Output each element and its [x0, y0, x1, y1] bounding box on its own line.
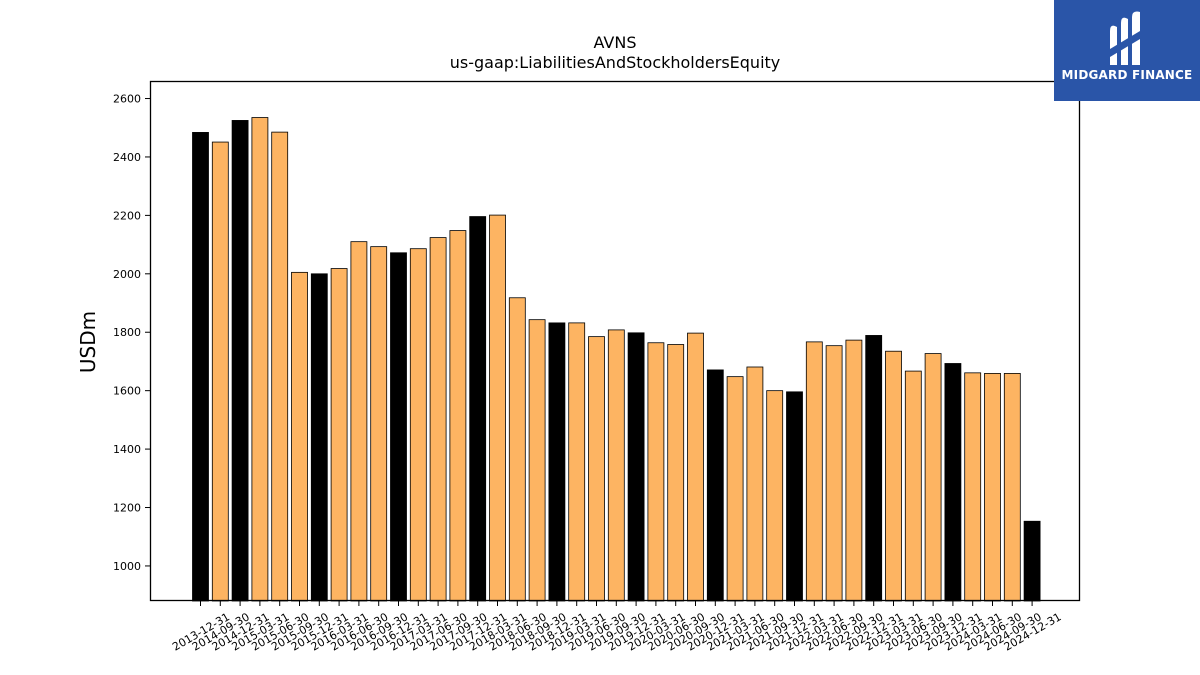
y-axis-label: USDm	[76, 311, 100, 373]
y-tick-label: 2000	[113, 268, 141, 281]
bars-group	[192, 117, 1041, 602]
y-tick-label: 1000	[113, 560, 141, 573]
bar-2021-09-30	[766, 390, 784, 602]
bar-2018-03-31	[489, 214, 506, 602]
bar-2019-09-30	[607, 329, 625, 602]
bar-2018-06-30	[508, 297, 526, 602]
chart-title: AVNS	[594, 33, 637, 52]
bar-2023-06-30	[904, 370, 922, 602]
bar-2024-09-30	[1003, 373, 1021, 602]
y-tick-label: 2400	[113, 151, 141, 164]
bar-2022-09-30	[845, 339, 863, 602]
bar-2020-03-31	[647, 342, 665, 602]
bar-2019-06-30	[588, 336, 605, 602]
y-axis-ticks: 1000 1200 1400 1600 1800 2000 2200 2400 2600	[113, 93, 150, 573]
bar-2017-06-30	[429, 237, 447, 602]
y-tick-label: 2600	[113, 93, 141, 106]
bar-2023-12-31	[944, 363, 962, 602]
midgard-m-logo-icon	[1110, 11, 1140, 66]
bar-2017-12-31	[469, 216, 487, 602]
bar-2022-06-30	[825, 345, 843, 602]
bar-2015-06-30	[271, 131, 289, 602]
bar-2020-09-30	[687, 332, 704, 602]
bar-2024-06-30	[984, 373, 1001, 602]
bar-2024-12-31	[1023, 520, 1041, 602]
y-tick-label: 2200	[113, 209, 141, 222]
midgard-finance-logo: MIDGARD FINANCE	[1054, 0, 1200, 101]
bar-2019-12-31	[627, 332, 645, 602]
logo-text: MIDGARD FINANCE	[1061, 68, 1193, 82]
bar-2024-03-31	[964, 372, 982, 602]
x-axis-ticks: 2013-12-312014-09-302014-12-312015-03-31…	[170, 601, 1064, 654]
bar-2014-09-30	[211, 141, 229, 602]
bar-2014-12-31	[231, 120, 249, 602]
bar-2023-09-30	[924, 353, 942, 602]
y-tick-label: 1800	[113, 326, 141, 339]
y-tick-label: 1400	[113, 443, 141, 456]
bar-2016-06-30	[350, 241, 368, 602]
bar-2018-09-30	[528, 319, 546, 602]
bar-2020-06-30	[667, 344, 685, 602]
bar-2016-09-30	[370, 246, 388, 602]
y-tick-label: 1600	[113, 385, 141, 398]
bar-2015-03-31	[251, 117, 269, 602]
bar-2016-03-31	[330, 268, 348, 602]
bar-2016-12-31	[390, 252, 407, 602]
bar-2020-12-31	[706, 369, 724, 602]
bar-2017-03-31	[409, 248, 427, 602]
bar-2023-03-31	[885, 350, 902, 602]
bar-2017-09-30	[449, 230, 467, 602]
bar-2022-12-31	[865, 335, 883, 602]
plot-frame	[149, 80, 1081, 602]
bar-2022-03-31	[805, 341, 823, 602]
chart-subtitle: us-gaap:LiabilitiesAndStockholdersEquity	[450, 53, 781, 72]
bar-2021-03-31	[726, 376, 744, 602]
bar-2013-12-31	[192, 132, 209, 602]
bar-2021-12-31	[786, 391, 803, 602]
bar-2015-09-30	[291, 271, 308, 602]
bar-2018-12-31	[548, 322, 566, 602]
bar-2021-06-30	[746, 366, 764, 602]
y-tick-label: 1200	[113, 502, 141, 515]
bar-2019-03-31	[568, 322, 586, 602]
bar-2015-12-31	[310, 273, 328, 602]
